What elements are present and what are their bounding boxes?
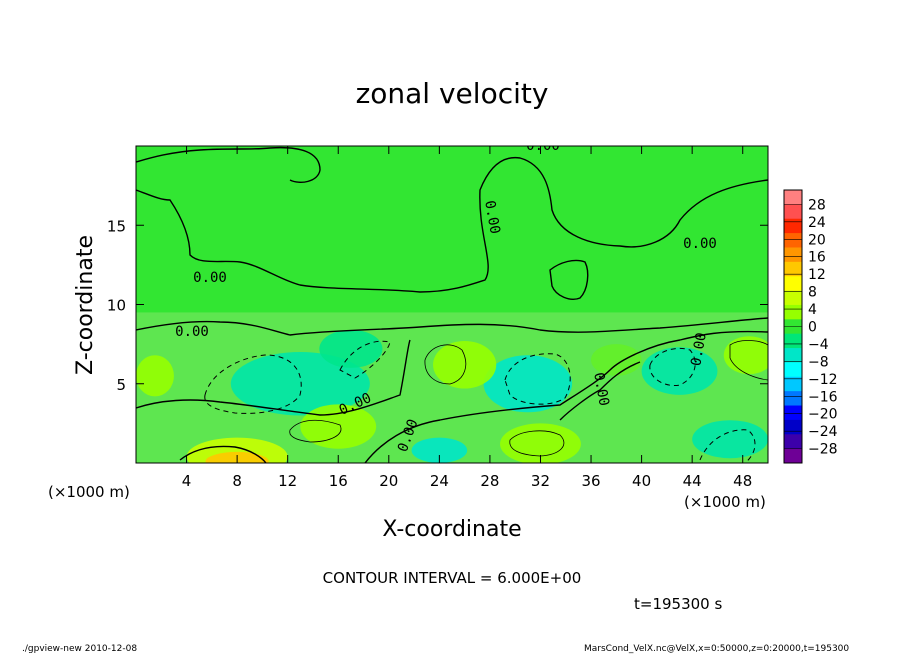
x-axis-ticks: 4 8 12 16 20 24 28 32 36 40 44 48: [182, 146, 752, 490]
positive-contour: [729, 340, 768, 381]
colorbar-swatch: [784, 247, 802, 263]
negative-contour: [504, 353, 571, 405]
colorbar-tick-label: −24: [808, 424, 838, 440]
x-tick-label: 36: [581, 472, 600, 490]
positive-contour: [289, 419, 342, 443]
x-tick-label: 40: [632, 472, 651, 490]
negative-cell: [641, 347, 718, 395]
negative-cell: [319, 329, 383, 368]
positive-contour: [509, 430, 565, 457]
y-tick-label: 10: [107, 297, 126, 315]
zero-contour: [549, 259, 589, 300]
colorbar-swatch: [784, 419, 802, 435]
y-axis-ticks: 5 10 15: [107, 217, 768, 394]
colorbar-swatch: [784, 448, 802, 464]
x-tick-label: 44: [683, 472, 702, 490]
x-tick-label: 4: [182, 472, 192, 490]
negative-cell: [411, 437, 468, 463]
x-tick-label: 16: [329, 472, 348, 490]
colorbar-tick-label: 4: [808, 302, 817, 318]
colorbar-swatch: [784, 333, 802, 349]
negative-contour: [649, 347, 696, 387]
colorbar-tick-label: 0: [808, 320, 817, 336]
colorbar-swatch: [784, 362, 802, 378]
colorbar-tick-label: 8: [808, 285, 817, 301]
colorbar-swatch: [784, 204, 802, 220]
x-tick-label: 28: [480, 472, 499, 490]
colorbar-swatch: [784, 261, 802, 277]
colorbar-swatch: [784, 218, 802, 234]
x-tick-label: 20: [379, 472, 398, 490]
contour-label: 0.00: [590, 371, 612, 407]
contour-label: 0.00: [688, 331, 710, 367]
colorbar-tick-label: −12: [808, 372, 838, 388]
x-tick-label: 48: [733, 472, 752, 490]
zero-contour: [136, 146, 321, 183]
contour-label: 0.00: [683, 236, 717, 252]
x-tick-label: 8: [232, 472, 242, 490]
zero-contour: [136, 339, 411, 416]
positive-cell: [433, 340, 497, 389]
colorbar-swatch: [784, 376, 802, 392]
colorbar-tick-label: 20: [808, 232, 826, 248]
velocity-field: [136, 146, 768, 463]
y-tick-label: 5: [116, 376, 126, 394]
colorbar-tick-label: −28: [808, 442, 838, 458]
colorbar-tick-label: −16: [808, 389, 838, 405]
x-tick-label: 24: [430, 472, 449, 490]
x-axis-label: X-coordinate: [382, 517, 521, 542]
contour-label: 0.00: [193, 270, 227, 286]
colorbar-tick-label: −8: [808, 354, 829, 370]
time-label: t=195300 s: [634, 595, 722, 613]
footer-left: ./gpview-new 2010-12-08: [22, 644, 137, 654]
contour-interval-note: CONTOUR INTERVAL = 6.000E+00: [323, 569, 582, 587]
colorbar-swatch: [784, 190, 802, 205]
positive-cell: [723, 336, 768, 375]
zero-contour: [136, 156, 768, 293]
colorbar-swatch: [784, 348, 802, 363]
zero-contour: [179, 445, 267, 463]
colorbar-swatch: [784, 304, 802, 320]
contour-label: 0.00: [481, 199, 503, 235]
colorbar-swatch: [784, 233, 802, 248]
positive-contour: [424, 344, 467, 385]
zero-contour: [364, 330, 768, 463]
colorbar-tick-label: 12: [808, 267, 826, 283]
footer-right: MarsCond_VelX.nc@VelX,x=0:50000,z=0:2000…: [584, 644, 849, 654]
negative-contour: [339, 340, 391, 379]
chart-title: zonal velocity: [356, 77, 549, 110]
negative-cell: [230, 352, 370, 416]
colorbar-swatch: [784, 434, 802, 450]
contour-label: 0.00: [175, 324, 209, 340]
colorbar-tick-label: 24: [808, 215, 826, 231]
x-unit-label-right: (×1000 m): [684, 493, 766, 511]
contour-label: 0.00: [526, 138, 560, 154]
colorbar-tick-label: 28: [808, 197, 826, 213]
x-tick-label: 32: [531, 472, 550, 490]
zero-contour: [559, 361, 641, 421]
colorbar-tick-label: 16: [808, 250, 826, 266]
x-tick-label: 12: [278, 472, 297, 490]
colorbar-tick-label: −4: [808, 337, 829, 353]
colorbar-tick-label: −20: [808, 407, 838, 423]
y-tick-label: 15: [107, 217, 126, 235]
negative-cell: [692, 420, 768, 459]
colorbar-swatch: [784, 405, 802, 421]
colorbar-swatch: [784, 276, 802, 292]
positive-cell: [591, 344, 642, 376]
negative-contour: [204, 354, 302, 414]
colorbar-swatch: [784, 290, 802, 306]
zero-contour: [136, 317, 768, 336]
colorbar-swatch: [784, 391, 802, 407]
negative-cell: [483, 355, 573, 413]
x-unit-label-left: (×1000 m): [48, 483, 130, 501]
y-axis-label: Z-coordinate: [73, 235, 98, 375]
positive-cell: [136, 355, 174, 397]
